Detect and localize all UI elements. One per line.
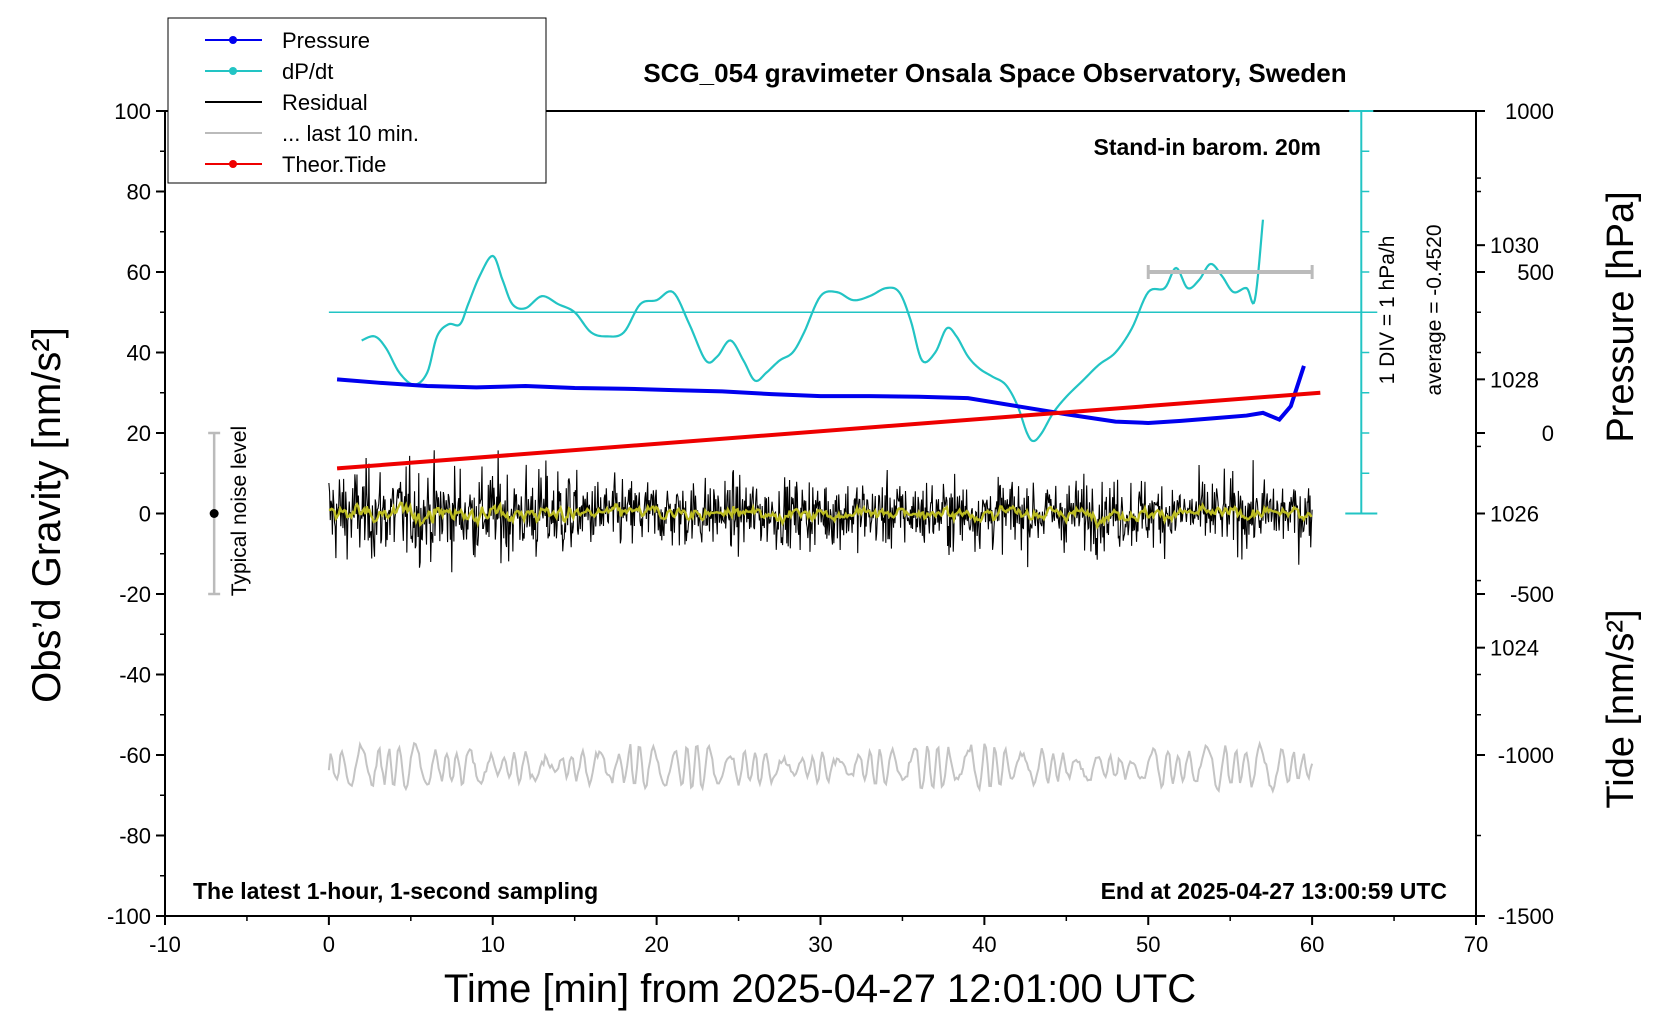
y-tick-label: 100	[114, 99, 151, 124]
y-tick-label: 60	[127, 260, 151, 285]
y-tick-label: 0	[139, 502, 151, 527]
legend-marker	[229, 67, 237, 75]
legend-label: ... last 10 min.	[282, 121, 419, 146]
x-axis: -10 0 10 20 30 40 50 60 70	[149, 916, 1488, 957]
legend-label: Theor.Tide	[282, 152, 386, 177]
x-tick-label: 20	[644, 932, 668, 957]
legend-marker	[229, 160, 237, 168]
x-tick-label: 70	[1464, 932, 1488, 957]
x-tick-label: 30	[808, 932, 832, 957]
x-tick-label: 50	[1136, 932, 1160, 957]
bottom-left-label: The latest 1-hour, 1-second sampling	[193, 878, 598, 904]
tide-tick-label: 1000	[1505, 99, 1554, 124]
y-tick-label: -80	[119, 824, 151, 849]
y-tick-label: -60	[119, 743, 151, 768]
legend-label: Residual	[282, 90, 368, 115]
y-tick-label: 40	[127, 341, 151, 366]
bottom-right-label: End at 2025-04-27 13:00:59 UTC	[1101, 878, 1447, 904]
legend-box	[167, 17, 547, 184]
series-dpdt	[361, 219, 1265, 443]
series-last-10-min	[327, 740, 1314, 794]
series-pressure	[336, 365, 1306, 425]
x-tick-label: -10	[149, 932, 181, 957]
tide-tick-label: -1500	[1498, 904, 1554, 929]
noise-label: Typical noise level	[228, 426, 251, 596]
y-tick-label: 20	[127, 421, 151, 446]
y-tick-label: -100	[107, 904, 151, 929]
y-axis-tide: -1500 -1000 -500 0 500 1000	[1476, 99, 1554, 929]
legend-label: dP/dt	[282, 59, 333, 84]
y-axis-title-gravity: Obs’d Gravity [nm/s²]	[25, 327, 69, 703]
stand-in-label: Stand-in barom. 20m	[1094, 134, 1321, 160]
series-residual-smoothed	[328, 501, 1313, 531]
last-10-min-bar	[1146, 265, 1314, 279]
tide-tick-label: 500	[1517, 260, 1554, 285]
pressure-tick-label: 1026	[1490, 502, 1539, 527]
tide-tick-label: 0	[1542, 421, 1554, 446]
chart-title: SCG_054 gravimeter Onsala Space Observat…	[643, 58, 1346, 88]
x-tick-label: 60	[1300, 932, 1324, 957]
y-tick-label: -20	[119, 582, 151, 607]
tide-tick-label: -500	[1510, 582, 1554, 607]
div-label: 1 DIV = 1 hPa/h	[1376, 236, 1399, 385]
noise-level-bar	[208, 431, 221, 596]
y-axis-title-tide: Tide [nm/s²]	[1600, 609, 1642, 808]
noise-bar-dot	[209, 509, 219, 518]
y-axis-gravity: -100 -80 -60 -40 -20 0 20 40 60 80 100	[107, 99, 165, 929]
pressure-tick-label: 1028	[1490, 367, 1539, 392]
y-tick-label: -40	[119, 663, 151, 688]
pressure-tick-label: 1030	[1490, 233, 1539, 258]
series-theoretical-tide	[336, 390, 1321, 471]
x-axis-title: Time [min] from 2025-04-27 12:01:00 UTC	[444, 967, 1196, 1011]
y-axis-title-pressure: Pressure [hPa]	[1600, 191, 1642, 442]
y-tick-label: 80	[127, 180, 151, 205]
y-axis-pressure: 1024 1026 1028 1030	[1476, 177, 1539, 716]
legend: Pressure dP/dt Residual ... last 10 min. The…	[167, 17, 547, 184]
legend-marker	[229, 36, 237, 44]
tide-tick-label: -1000	[1498, 743, 1554, 768]
x-tick-label: 0	[323, 932, 335, 957]
x-tick-label: 40	[972, 932, 996, 957]
pressure-tick-label: 1024	[1490, 636, 1539, 661]
average-label: average = -0.4520	[1423, 224, 1446, 395]
x-tick-label: 10	[481, 932, 505, 957]
legend-label: Pressure	[282, 28, 370, 53]
